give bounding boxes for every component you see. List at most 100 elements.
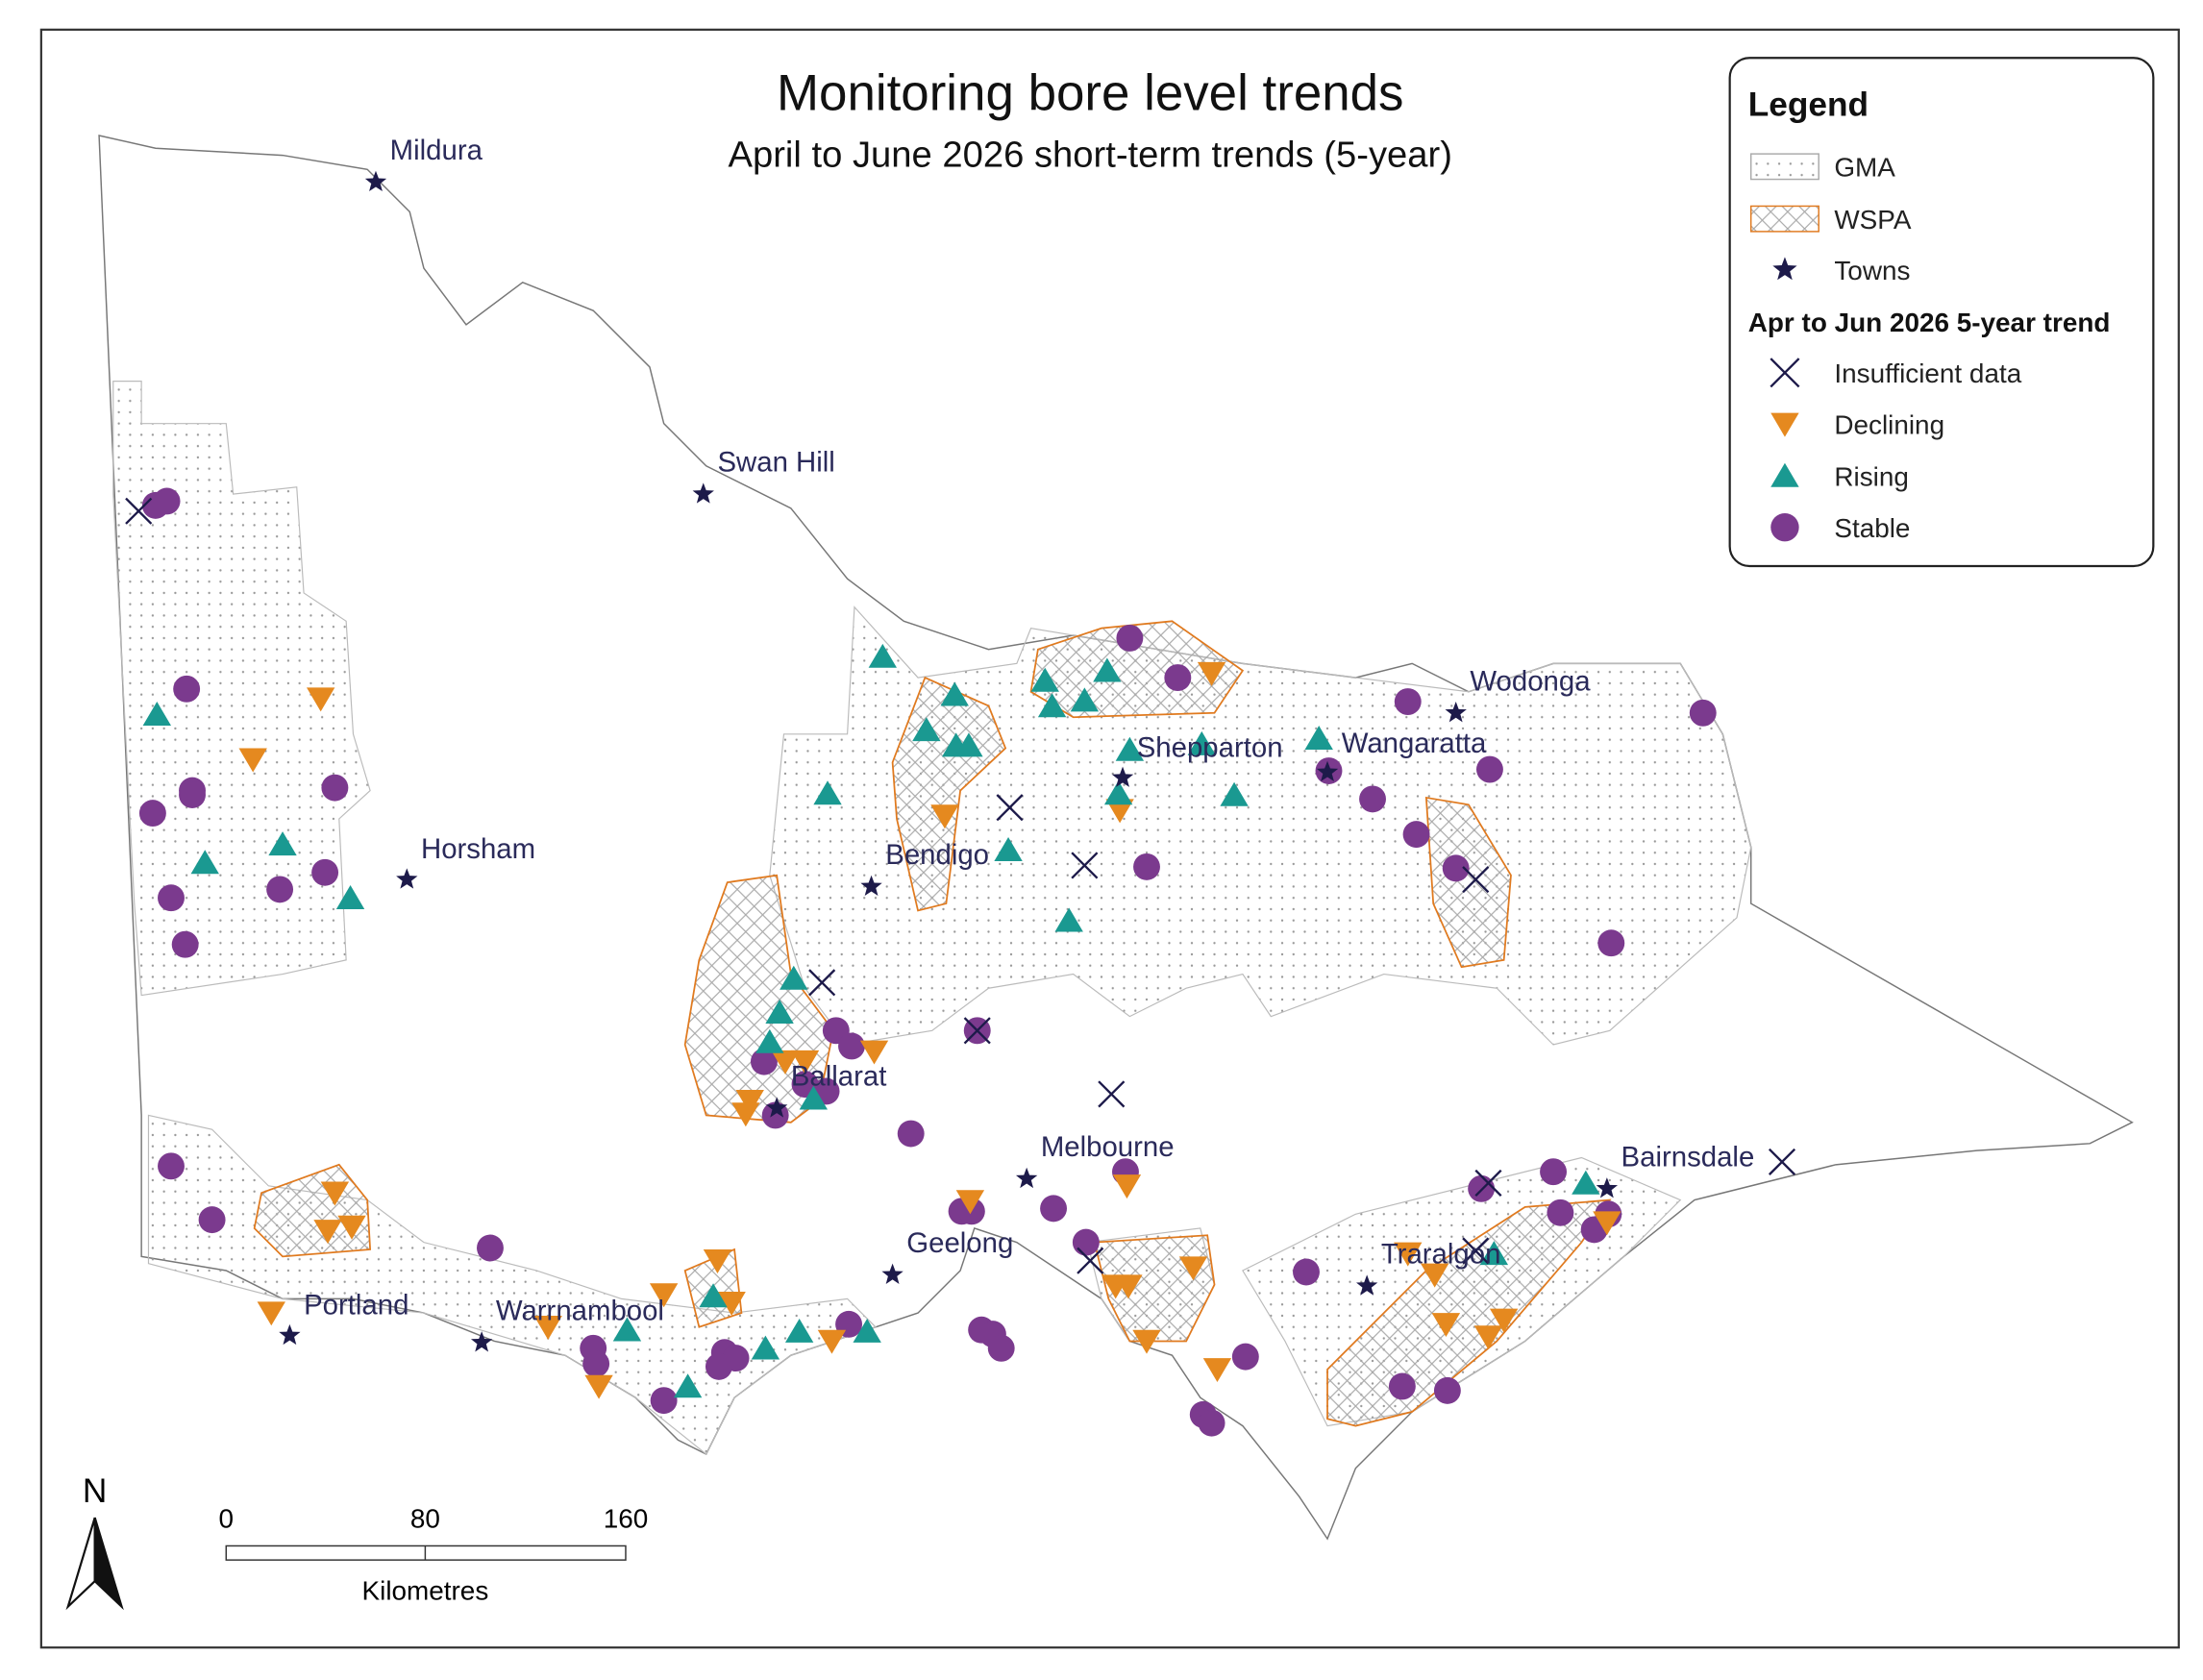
insufficient-marker — [1077, 1247, 1104, 1274]
insufficient-marker — [808, 969, 836, 997]
rising-marker — [673, 1373, 703, 1398]
town-label: Melbourne — [1041, 1131, 1175, 1163]
declining-marker — [717, 1292, 746, 1317]
stable-marker — [266, 876, 294, 903]
declining-marker — [1178, 1256, 1208, 1281]
rising-marker — [868, 643, 898, 668]
declining-marker — [1202, 1358, 1232, 1383]
declining-marker — [790, 1050, 820, 1075]
rising-marker — [1572, 1170, 1600, 1195]
town-star — [1111, 766, 1134, 787]
rising-marker — [912, 717, 941, 742]
declining-marker — [703, 1248, 732, 1273]
legend-item: Towns — [1834, 256, 1910, 285]
stable-marker — [1359, 785, 1386, 813]
scale-tick: 80 — [410, 1503, 440, 1533]
insufficient-marker — [963, 1017, 991, 1045]
north-arrow-right — [93, 1517, 124, 1611]
towns: Mildura Swan Hill Horsham Bendigo Shepparton… — [279, 135, 1755, 1352]
insufficient-marker — [125, 497, 153, 525]
declining-marker — [1473, 1325, 1503, 1350]
north-label: N — [83, 1472, 107, 1510]
declining-marker — [1489, 1308, 1519, 1333]
stable-marker — [158, 884, 185, 912]
stable-marker — [1442, 854, 1470, 882]
stable-marker — [1402, 821, 1430, 849]
markers — [125, 487, 1796, 1437]
stable-marker — [987, 1334, 1015, 1362]
insufficient-marker — [1071, 852, 1099, 879]
rising-marker — [142, 702, 171, 727]
stable-marker — [153, 487, 181, 515]
declining-marker — [771, 1050, 800, 1075]
town-label: Bendigo — [885, 839, 989, 871]
rising-marker — [1115, 736, 1145, 761]
declining-marker — [1394, 1242, 1423, 1267]
stable-marker — [1198, 1409, 1225, 1437]
stable-marker — [171, 930, 199, 958]
town-star — [1355, 1274, 1378, 1296]
town-star — [881, 1263, 903, 1284]
rising-marker — [1187, 730, 1216, 755]
stable-marker — [1040, 1195, 1068, 1223]
insufficient-marker — [1768, 1148, 1796, 1175]
town-label: Geelong — [906, 1227, 1013, 1259]
town-label: Horsham — [421, 833, 535, 865]
rising-marker — [813, 780, 842, 805]
stable-marker — [650, 1387, 678, 1415]
map-title: Monitoring bore level trends — [777, 65, 1403, 122]
legend-item: WSPA — [1834, 205, 1911, 235]
rising-marker — [1037, 693, 1067, 718]
declining-marker — [313, 1220, 342, 1245]
rising-marker — [1304, 726, 1333, 750]
declining-marker — [1114, 1274, 1143, 1299]
rising-marker — [1770, 462, 1799, 487]
rising-marker — [268, 831, 297, 856]
rising-marker — [1479, 1241, 1509, 1266]
stable-marker — [750, 1048, 778, 1075]
declining-marker — [1431, 1313, 1461, 1338]
stable-marker — [582, 1350, 610, 1377]
scale-tick: 160 — [604, 1503, 649, 1533]
declining-marker — [1112, 1174, 1142, 1199]
declining-marker — [649, 1283, 679, 1308]
legend-trend-title: Apr to Jun 2026 5-year trend — [1748, 308, 2111, 337]
rising-marker — [1103, 780, 1133, 805]
town-label: Portland — [304, 1290, 408, 1322]
rising-marker — [751, 1335, 780, 1360]
rising-marker — [699, 1283, 728, 1308]
declining-marker — [1132, 1329, 1161, 1354]
town-star — [860, 875, 882, 897]
rising-marker — [1030, 667, 1059, 692]
rising-marker — [954, 732, 983, 757]
rising-marker — [1070, 687, 1100, 712]
town-label: Ballarat — [791, 1061, 887, 1093]
town-star — [692, 482, 714, 504]
legend-gma-swatch — [1749, 153, 1819, 181]
stable-marker — [321, 774, 349, 802]
town-star — [1772, 257, 1797, 281]
legend-title: Legend — [1748, 86, 1869, 123]
rising-marker — [784, 1318, 814, 1343]
town-label: Swan Hill — [717, 447, 834, 479]
town-star — [470, 1331, 493, 1352]
stable-marker — [1433, 1376, 1461, 1404]
town-star — [1445, 702, 1467, 723]
stable-marker — [1475, 755, 1503, 783]
stable-marker — [1689, 699, 1717, 727]
scale-bar: 0 80 160 Kilometres — [219, 1503, 649, 1605]
insufficient-marker — [1098, 1080, 1126, 1108]
scale-tick: 0 — [219, 1503, 235, 1533]
rising-marker — [940, 681, 969, 706]
declining-marker — [1770, 412, 1799, 437]
town-star — [279, 1323, 301, 1346]
town-label: Bairnsdale — [1621, 1141, 1755, 1173]
map-subtitle: April to June 2026 short-term trends (5-… — [729, 134, 1452, 175]
rising-marker — [1220, 781, 1249, 806]
legend-item: GMA — [1834, 153, 1895, 183]
declining-marker — [337, 1215, 366, 1240]
declining-marker — [257, 1301, 285, 1326]
town-star — [364, 170, 387, 192]
rising-marker — [335, 885, 365, 909]
